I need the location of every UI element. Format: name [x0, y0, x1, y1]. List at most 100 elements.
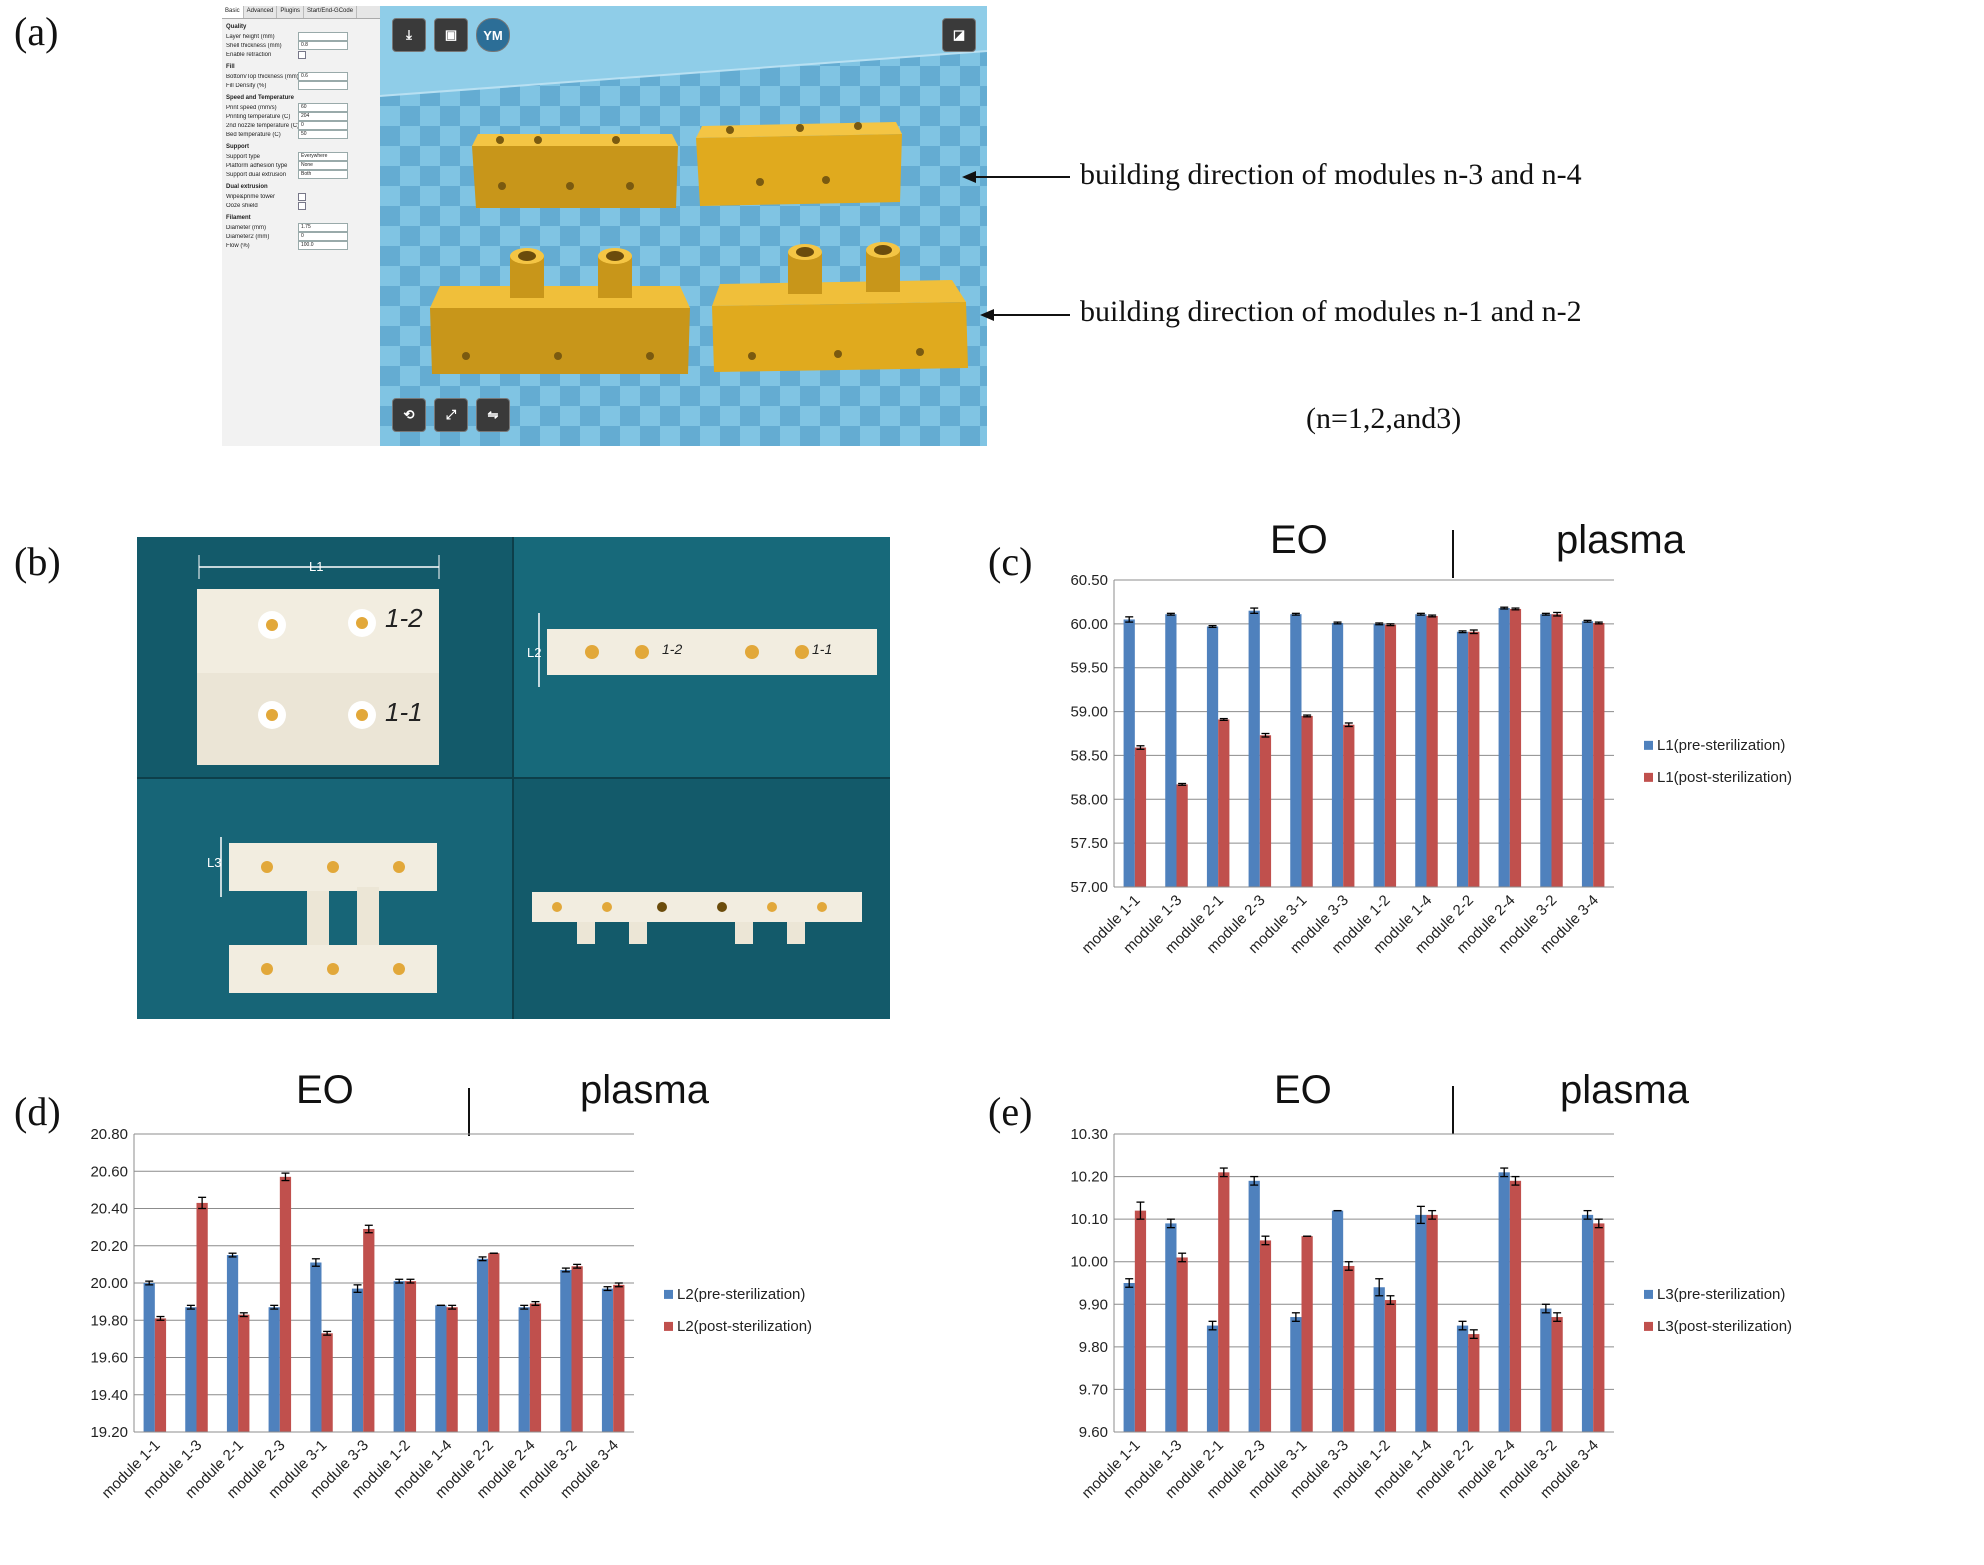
bar: [1540, 1308, 1552, 1432]
bar: [1384, 1300, 1397, 1432]
module-block[interactable]: [472, 134, 678, 208]
y-tick-label: 10.10: [1070, 1211, 1108, 1228]
settings-row: Wipe&prime tower: [226, 192, 376, 201]
mirror-icon[interactable]: ⇋: [476, 398, 510, 432]
settings-label: Printing temperature (C): [226, 113, 291, 120]
bar: [1593, 622, 1605, 887]
settings-section-title: Support: [226, 144, 249, 150]
y-tick-label: 10.20: [1070, 1169, 1108, 1186]
settings-section-title: Dual extrusion: [226, 184, 268, 190]
module-block-with-posts[interactable]: [712, 242, 968, 372]
annotation-top: building direction of modules n-3 and n-…: [1080, 158, 1582, 191]
bar: [1509, 608, 1522, 887]
settings-tab[interactable]: Basic: [222, 6, 244, 18]
settings-row: Shell thickness (mm) 0.8: [226, 41, 376, 50]
bar: [1373, 1287, 1385, 1432]
settings-input[interactable]: 0.8: [298, 41, 348, 50]
settings-input[interactable]: None: [298, 161, 348, 170]
settings-input[interactable]: Both: [298, 170, 348, 179]
bar: [1134, 1210, 1147, 1432]
bar: [1456, 1325, 1469, 1432]
bar: [1415, 614, 1427, 887]
settings-input[interactable]: 60: [298, 103, 348, 112]
bar: [560, 1269, 572, 1432]
scale-icon[interactable]: ⤢: [434, 398, 468, 432]
settings-input[interactable]: 50: [298, 130, 348, 139]
bar: [1415, 1214, 1427, 1432]
settings-input[interactable]: 1.75: [298, 223, 348, 232]
bar: [268, 1307, 280, 1432]
y-tick-label: 9.80: [1079, 1339, 1108, 1356]
specimen-drawing: [137, 537, 890, 1019]
settings-input[interactable]: 100.0: [298, 241, 348, 250]
settings-row: Support type Everywhere: [226, 152, 376, 161]
settings-label: Platform adhesion type: [226, 162, 288, 169]
bar: [404, 1281, 417, 1432]
settings-checkbox[interactable]: [298, 50, 306, 59]
bar: [613, 1284, 625, 1432]
group-label-eo: EO: [1274, 1068, 1332, 1112]
bar: [154, 1318, 167, 1432]
bar: [143, 1283, 155, 1432]
module-block[interactable]: [696, 122, 902, 206]
settings-label: Fill Density (%): [226, 82, 267, 89]
bar: [1123, 1283, 1135, 1432]
rotate-icon[interactable]: ⟲: [392, 398, 426, 432]
group-label-plasma: plasma: [580, 1068, 709, 1112]
settings-checkbox[interactable]: [298, 192, 306, 201]
legend-swatch: [1644, 740, 1653, 750]
legend-swatch: [664, 1321, 673, 1331]
y-tick-label: 20.60: [90, 1163, 128, 1180]
bar: [1343, 1265, 1355, 1432]
settings-row: Enable retraction: [226, 50, 376, 59]
y-tick-label: 19.40: [90, 1387, 128, 1404]
bar: [1331, 622, 1344, 887]
bar: [1248, 1180, 1260, 1432]
legend-label: L2(post-sterilization): [677, 1318, 812, 1335]
settings-checkbox[interactable]: [298, 201, 306, 210]
settings-tab[interactable]: Start/End-GCode: [304, 6, 358, 18]
bar: [518, 1307, 530, 1432]
settings-input[interactable]: [298, 81, 348, 90]
settings-input[interactable]: Everywhere: [298, 152, 348, 161]
view-mode-icon[interactable]: ◪: [942, 18, 976, 52]
bar: [1540, 614, 1552, 887]
settings-row: Layer height (mm): [226, 32, 376, 41]
bar: [1301, 715, 1313, 887]
module-block-with-posts[interactable]: [430, 248, 690, 374]
settings-input[interactable]: 204: [298, 112, 348, 121]
settings-section-title: Filament: [226, 215, 251, 221]
settings-row: Fill Density (%): [226, 81, 376, 90]
3d-viewport[interactable]: ⤓ ▣ YM ◪ ⟲ ⤢ ⇋: [380, 6, 987, 446]
bar: [1581, 1214, 1594, 1432]
legend-label: L1(pre-sterilization): [1657, 737, 1785, 754]
bar: [1384, 624, 1397, 887]
legend-label: L3(pre-sterilization): [1657, 1286, 1785, 1303]
y-tick-label: 58.50: [1070, 747, 1108, 764]
bar: [1218, 719, 1230, 887]
bar: [1426, 1214, 1438, 1432]
bar: [363, 1228, 375, 1432]
specimen-photo: L1 L2 L3 1-2 1-1 1-2 1-1: [137, 537, 890, 1019]
settings-input[interactable]: [298, 32, 348, 41]
settings-row: Print speed (mm/s) 60: [226, 103, 376, 112]
bar: [1206, 626, 1219, 887]
y-tick-label: 20.80: [90, 1126, 128, 1143]
settings-input[interactable]: 0: [298, 232, 348, 241]
legend-swatch: [1644, 1289, 1653, 1299]
settings-label: Layer height (mm): [226, 33, 275, 40]
bar: [1456, 631, 1469, 887]
bar: [1134, 747, 1147, 887]
bar: [476, 1258, 489, 1432]
load-model-icon[interactable]: ⤓: [392, 18, 426, 52]
settings-label: Support dual extrusion: [226, 171, 287, 178]
settings-label: Bed temperature (C): [226, 131, 281, 138]
bar: [571, 1266, 583, 1432]
save-icon[interactable]: ▣: [434, 18, 468, 52]
youmagine-button[interactable]: YM: [476, 18, 510, 52]
settings-input[interactable]: 0: [298, 121, 348, 130]
settings-tab[interactable]: Advanced: [244, 6, 278, 18]
settings-tab[interactable]: Plugins: [277, 6, 305, 18]
settings-input[interactable]: 0.6: [298, 72, 348, 81]
bar: [1248, 610, 1260, 887]
